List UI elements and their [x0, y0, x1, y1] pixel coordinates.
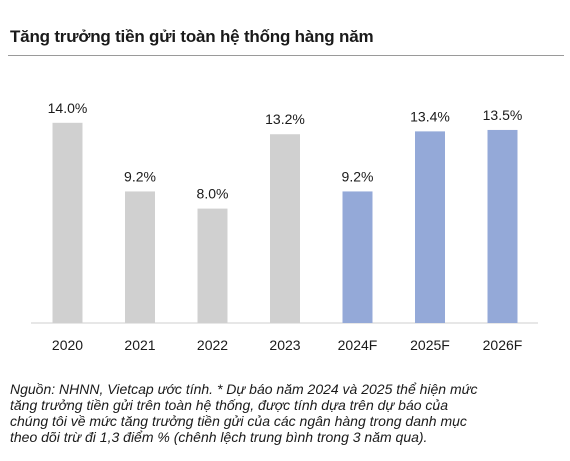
- bar-2022: [197, 208, 228, 323]
- bar-chart: 14.0%9.2%8.0%13.2%9.2%13.4% 13.5% 2020 202…: [31, 100, 538, 353]
- bar-2023: [270, 134, 300, 323]
- x-tick-label: 2023: [269, 337, 300, 353]
- bar-2026F: [487, 129, 518, 323]
- source-note-line: Nguồn: NHNN, Vietcap ước tính. * Dự báo …: [10, 381, 478, 397]
- value-label: 13.5%: [483, 107, 523, 123]
- bar-2020: [52, 122, 83, 323]
- bar-2024F: [342, 191, 373, 323]
- chart-title: Tăng trưởng tiền gửi toàn hệ thống hàng …: [10, 27, 374, 46]
- title-divider: [8, 55, 564, 56]
- source-note-line: tăng trưởng tiền gửi trên toàn hệ thống,…: [10, 397, 449, 413]
- x-tick-label: 2026F: [483, 337, 523, 353]
- x-tick-label: 2024F: [338, 337, 378, 353]
- value-label: 13.2%: [265, 111, 305, 127]
- value-label: 9.2%: [124, 168, 156, 184]
- bars-group: [52, 122, 518, 323]
- value-label: 8.0%: [197, 186, 229, 202]
- value-label: 13.4%: [410, 108, 450, 124]
- x-tick-label: 2021: [124, 337, 155, 353]
- x-tick-labels-group: 2020 2021 2022 2023 2024F 2025F 2026F: [52, 337, 522, 353]
- x-tick-label: 2022: [197, 337, 228, 353]
- x-tick-label: 2020: [52, 337, 83, 353]
- source-note: Nguồn: NHNN, Vietcap ước tính. * Dự báo …: [10, 381, 565, 445]
- x-tick-label: 2025F: [410, 337, 450, 353]
- source-note-line: theo dõi trừ đi 1,3 điểm % (chênh lệch t…: [10, 429, 428, 445]
- bar-2025F: [415, 131, 445, 323]
- source-note-line: chúng tôi về mức tăng trưởng tiền gửi củ…: [10, 413, 467, 429]
- value-label: 9.2%: [342, 168, 374, 184]
- value-label: 14.0%: [48, 100, 88, 116]
- bar-2021: [125, 191, 155, 323]
- value-labels-group: 14.0% 9.2% 8.0% 13.2% 9.2% 13.4% 13.5%: [48, 100, 523, 202]
